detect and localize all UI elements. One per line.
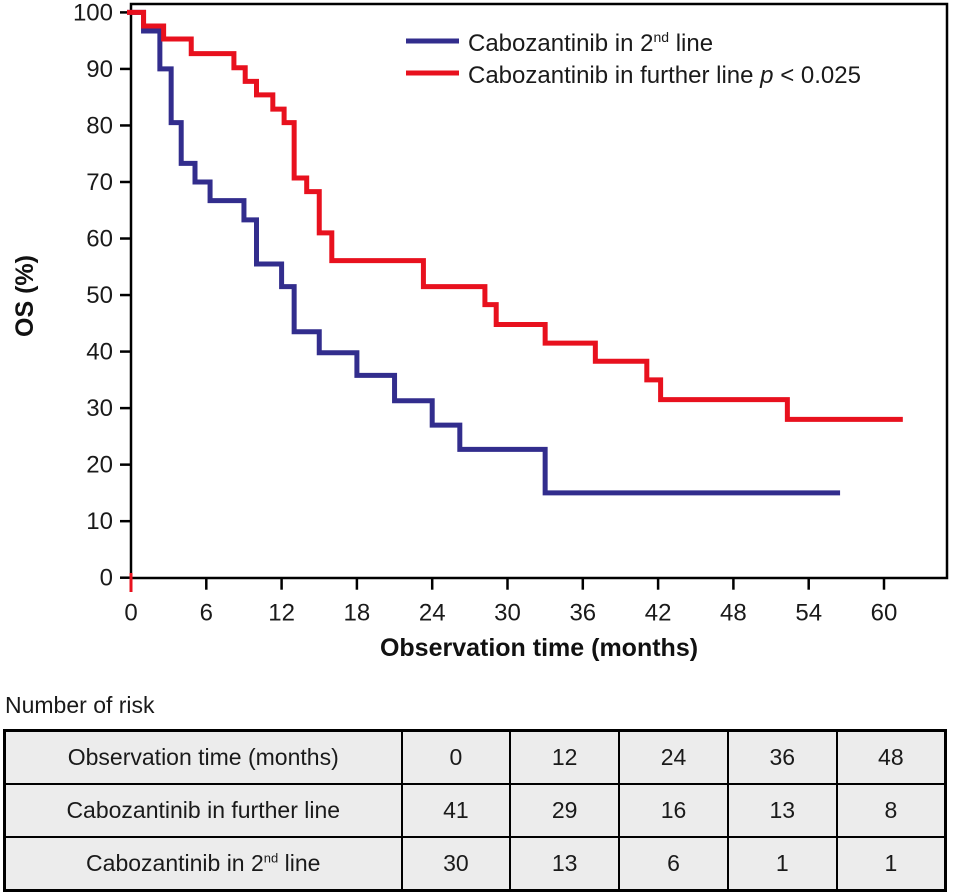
legend-label-text: Cabozantinib in further line bbox=[468, 62, 760, 89]
x-tick-label: 0 bbox=[124, 600, 137, 627]
legend-label-suffix: line bbox=[669, 30, 713, 57]
legend-label-second-line: Cabozantinib in 2nd line bbox=[468, 29, 713, 57]
risk-header-label: Observation time (months) bbox=[3, 729, 403, 785]
risk-label-prefix: Cabozantinib in 2 bbox=[86, 850, 264, 876]
p-value: < 0.025 bbox=[774, 62, 861, 89]
risk-row-second-line: Cabozantinib in 2nd line 30 13 6 1 1 bbox=[3, 836, 947, 892]
x-axis-title: Observation time (months) bbox=[380, 634, 698, 662]
risk-count: 6 bbox=[618, 836, 729, 892]
risk-row-further-line: Cabozantinib in further line 41 29 16 13… bbox=[3, 783, 947, 838]
y-tick-label: 80 bbox=[86, 112, 113, 139]
risk-row-label: Cabozantinib in 2nd line bbox=[3, 836, 403, 892]
risk-row-label: Cabozantinib in further line bbox=[3, 783, 403, 838]
risk-table-title: Number of risk bbox=[5, 692, 155, 718]
survival-curves bbox=[127, 9, 903, 496]
x-tick-label: 60 bbox=[871, 600, 898, 627]
x-tick-label: 30 bbox=[494, 600, 521, 627]
x-tick-label: 6 bbox=[200, 600, 213, 627]
y-tick-label: 20 bbox=[86, 452, 113, 479]
y-tick-label: 60 bbox=[86, 226, 113, 253]
risk-header-time: 36 bbox=[726, 729, 838, 785]
risk-label-suffix: line bbox=[278, 850, 321, 876]
risk-header-time: 48 bbox=[835, 729, 947, 785]
y-tick-label: 40 bbox=[86, 339, 113, 366]
risk-table-header-row: Observation time (months) 0 12 24 36 48 bbox=[3, 729, 947, 785]
legend-label-superscript: nd bbox=[653, 29, 669, 45]
y-tick-label: 100 bbox=[73, 0, 113, 26]
x-axis-ticks: 0 6 12 18 24 30 36 42 48 54 60 bbox=[124, 577, 898, 627]
x-tick-label: 48 bbox=[720, 600, 747, 627]
risk-count: 13 bbox=[509, 836, 621, 892]
p-symbol: p bbox=[759, 62, 773, 89]
legend-label-further-line: Cabozantinib in further line p < 0.025 bbox=[468, 62, 861, 89]
risk-count: 1 bbox=[835, 836, 947, 892]
y-tick-label: 90 bbox=[86, 56, 113, 83]
y-tick-label: 10 bbox=[86, 508, 113, 535]
y-tick-label: 70 bbox=[86, 169, 113, 196]
risk-header-time: 12 bbox=[509, 729, 621, 785]
survival-plot-svg: 0 10 20 30 40 50 60 70 80 90 100 0 6 12 18 24 30 36 42 48 5… bbox=[11, 0, 949, 662]
risk-count: 30 bbox=[400, 836, 512, 892]
legend: Cabozantinib in 2nd line Cabozantinib in… bbox=[406, 29, 861, 89]
y-axis-title: OS (%) bbox=[11, 255, 39, 337]
legend-label-prefix: Cabozantinib in 2 bbox=[468, 30, 653, 57]
x-tick-label: 12 bbox=[268, 600, 295, 627]
x-tick-label: 42 bbox=[645, 600, 672, 627]
y-tick-label: 50 bbox=[86, 282, 113, 309]
risk-header-time: 24 bbox=[618, 729, 729, 785]
plot-border bbox=[129, 2, 949, 580]
risk-count: 16 bbox=[618, 783, 729, 838]
number-at-risk-table: Observation time (months) 0 12 24 36 48 … bbox=[3, 729, 947, 892]
risk-count: 1 bbox=[726, 836, 838, 892]
risk-header-time: 0 bbox=[400, 729, 512, 785]
x-tick-label: 54 bbox=[795, 600, 822, 627]
y-tick-label: 30 bbox=[86, 395, 113, 422]
y-tick-label: 0 bbox=[100, 565, 113, 592]
risk-count: 8 bbox=[835, 783, 947, 838]
risk-count: 29 bbox=[509, 783, 621, 838]
curve-second-line bbox=[127, 9, 841, 496]
risk-label-superscript: nd bbox=[263, 850, 279, 866]
x-tick-label: 24 bbox=[419, 600, 446, 627]
x-tick-label: 36 bbox=[569, 600, 596, 627]
y-axis-ticks: 0 10 20 30 40 50 60 70 80 90 100 bbox=[73, 0, 131, 592]
x-tick-label: 18 bbox=[344, 600, 371, 627]
curve-further-line bbox=[127, 9, 903, 422]
risk-count: 13 bbox=[726, 783, 838, 838]
risk-count: 41 bbox=[400, 783, 512, 838]
